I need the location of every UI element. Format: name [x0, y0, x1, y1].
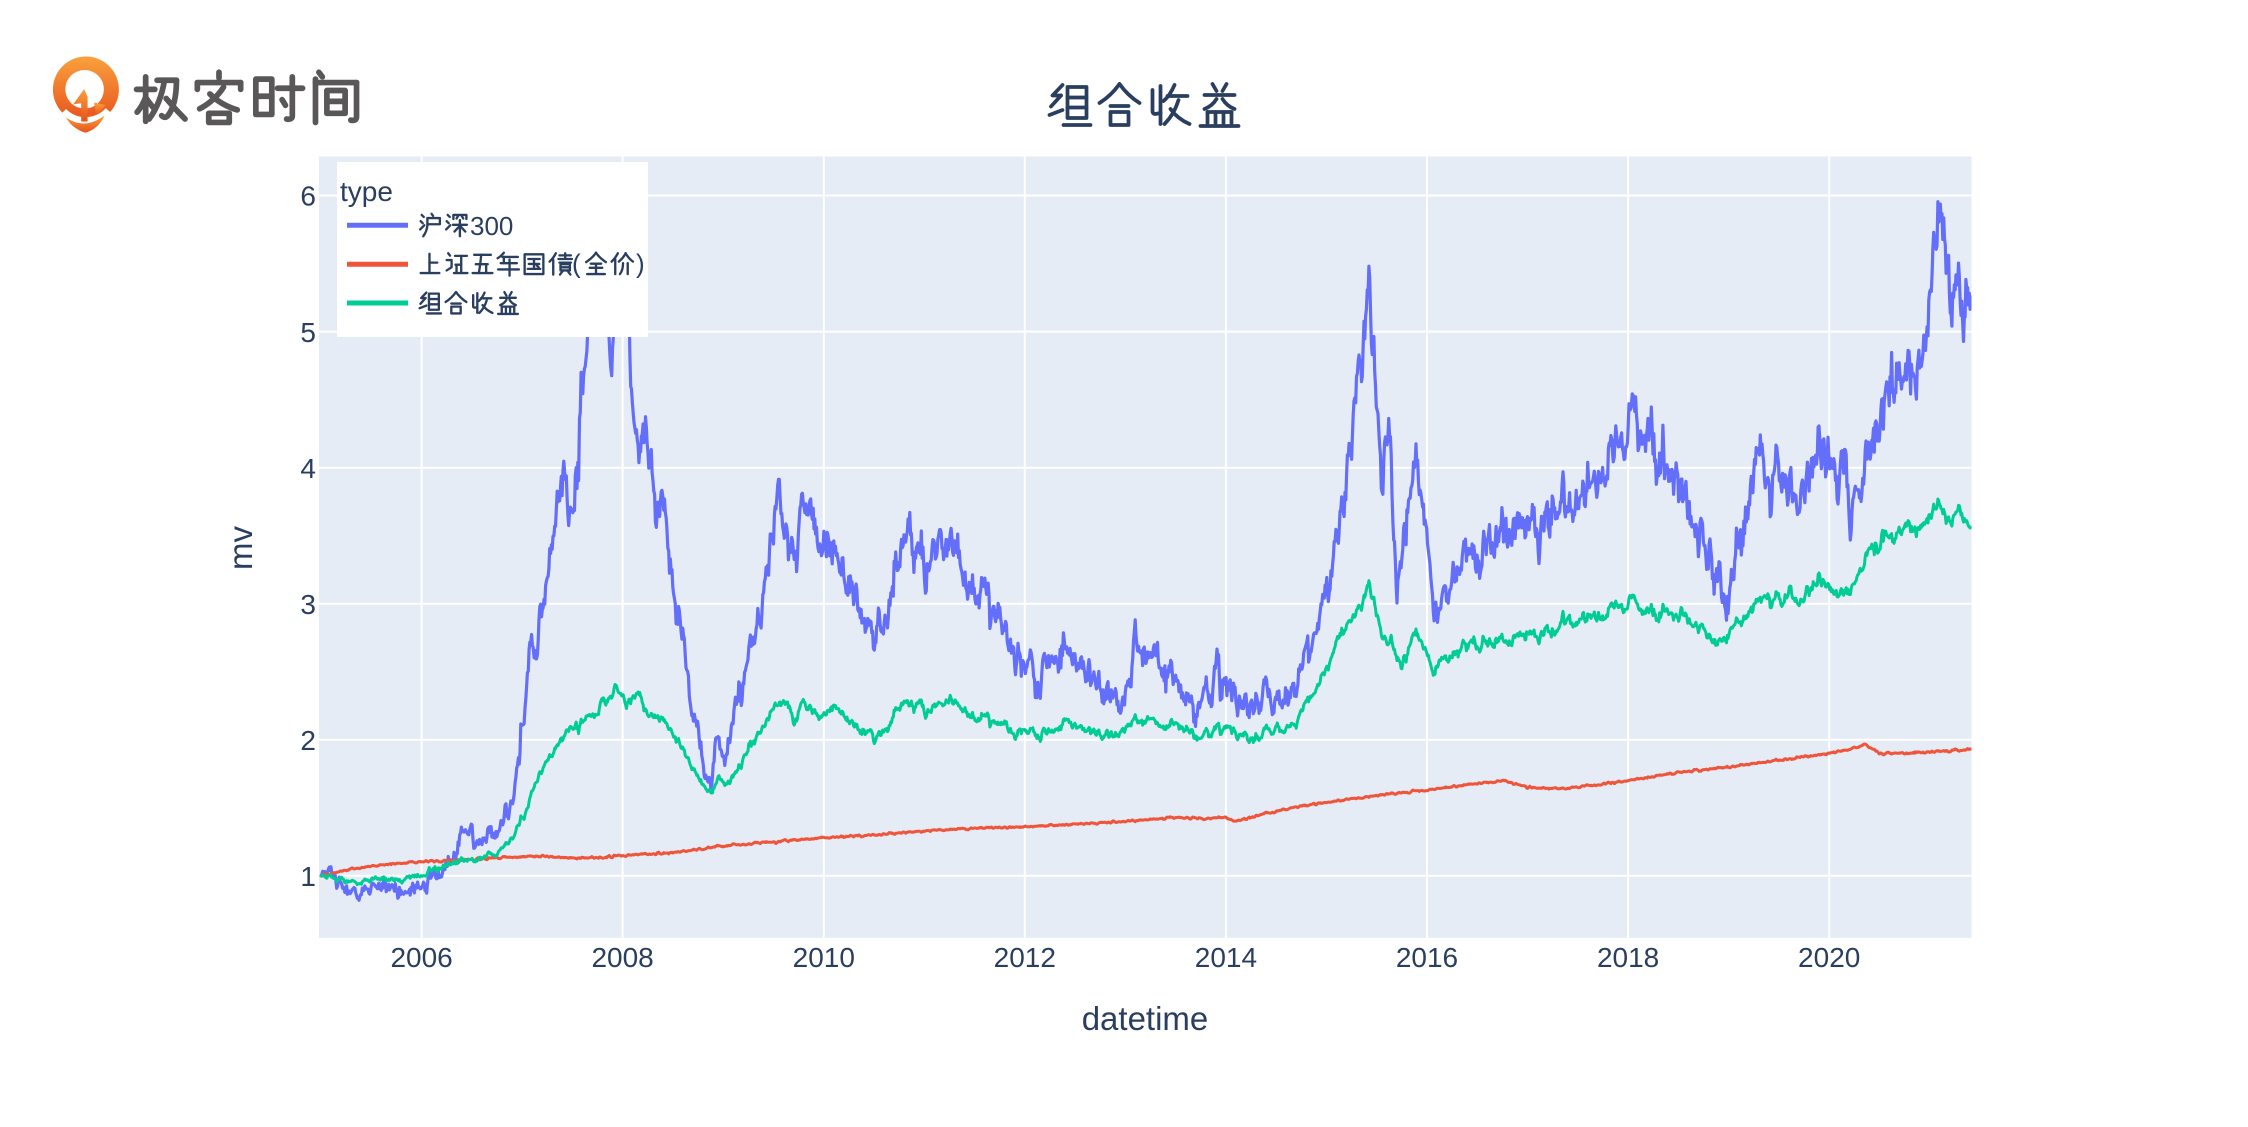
svg-text:6: 6: [300, 181, 316, 212]
svg-text:2008: 2008: [591, 942, 653, 973]
svg-text:3: 3: [300, 589, 316, 620]
svg-text:(: (: [572, 249, 581, 279]
svg-text:2016: 2016: [1396, 942, 1458, 973]
svg-text:1: 1: [300, 861, 316, 892]
svg-text:2020: 2020: [1798, 942, 1860, 973]
svg-text:300: 300: [470, 211, 513, 241]
svg-text:2010: 2010: [793, 942, 855, 973]
svg-text:5: 5: [300, 317, 316, 348]
svg-text:4: 4: [300, 453, 316, 484]
svg-text:2006: 2006: [390, 942, 452, 973]
svg-text:2018: 2018: [1597, 942, 1659, 973]
svg-text:2: 2: [300, 725, 316, 756]
svg-text:datetime: datetime: [1082, 1000, 1209, 1037]
svg-text:mv: mv: [222, 526, 259, 570]
svg-text:2012: 2012: [994, 942, 1056, 973]
svg-text:): ): [636, 249, 645, 279]
svg-text:2014: 2014: [1195, 942, 1257, 973]
svg-text:type: type: [340, 176, 393, 207]
